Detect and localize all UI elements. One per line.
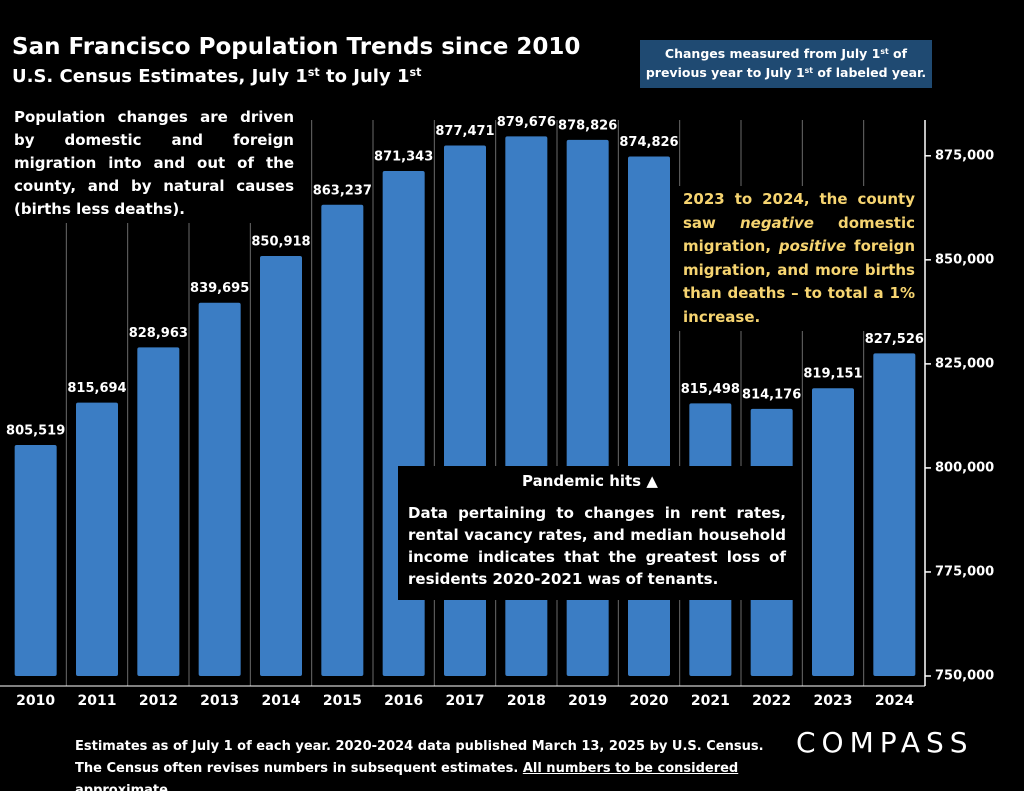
note-part: st (804, 65, 813, 75)
value-label: 815,694 (67, 381, 126, 396)
note-part: of labeled year. (813, 65, 927, 80)
x-tick-label: 2013 (200, 693, 239, 709)
note-part: negative (739, 213, 814, 232)
note-part: domestic migration, (683, 213, 915, 256)
note-part: 2023 to 2024, the county saw (683, 190, 915, 232)
value-label: 805,519 (6, 423, 65, 438)
note-part: Changes measured from July 1 (664, 46, 881, 61)
y-tick-label: 800,000 (935, 460, 994, 475)
note-part: positive (778, 237, 847, 255)
bar (14, 444, 57, 676)
value-label: 863,237 (313, 183, 372, 198)
footnote-part: . (167, 783, 173, 791)
subtitle-part: st (307, 65, 320, 79)
migration-note: 2023 to 2024, the county saw negative do… (676, 186, 922, 331)
x-tick-label: 2012 (139, 693, 178, 709)
x-tick-label: 2022 (752, 693, 791, 709)
chart-title: San Francisco Population Trends since 20… (12, 34, 581, 60)
y-tick-label: 825,000 (935, 356, 994, 371)
drivers-note: Population changes are driven by domesti… (8, 104, 300, 223)
x-tick-label: 2020 (630, 693, 669, 709)
footnote-part: Estimates as of July 1 of each year. 202… (75, 739, 764, 776)
x-tick-label: 2011 (78, 693, 117, 709)
value-label: 877,471 (435, 124, 494, 139)
value-label: 878,826 (558, 118, 617, 133)
bar (873, 353, 916, 676)
value-label: 874,826 (619, 135, 678, 150)
measure-note: Changes measured from July 1st of previo… (640, 40, 932, 88)
x-tick-label: 2021 (691, 693, 730, 709)
value-label: 828,963 (129, 326, 188, 341)
y-tick-label: 850,000 (935, 252, 994, 267)
bar (137, 347, 180, 676)
pandemic-box: Pandemic hits ▲ Data pertaining to chang… (398, 466, 796, 600)
x-tick-label: 2017 (446, 693, 485, 709)
x-tick-label: 2024 (875, 693, 914, 709)
y-tick-label: 775,000 (935, 564, 994, 579)
chart-subtitle: U.S. Census Estimates, July 1st to July … (12, 66, 421, 87)
bar (812, 388, 854, 676)
note-part: foreign migration, and more births than … (683, 237, 916, 326)
value-label: 850,918 (251, 235, 310, 250)
subtitle-part: U.S. Census Estimates, July 1 (12, 66, 308, 87)
y-tick-label: 875,000 (935, 148, 994, 163)
footnote-part: All numbers to be considered approximate (75, 761, 739, 791)
bar (76, 402, 118, 676)
note-part: of previous year to July 1 (645, 46, 908, 80)
bar (382, 171, 425, 677)
x-tick-label: 2019 (568, 693, 607, 709)
value-label: 819,151 (803, 367, 862, 382)
value-label: 879,676 (497, 115, 556, 130)
logo: COMPASS (796, 726, 974, 759)
pandemic-label: Pandemic hits ▲ (522, 472, 658, 490)
value-label: 827,526 (865, 332, 924, 347)
y-tick-label: 750,000 (935, 669, 994, 684)
bar (198, 302, 241, 676)
x-tick-label: 2010 (16, 693, 55, 709)
value-label: 839,695 (190, 281, 249, 296)
tenants-note: Data pertaining to changes in rent rates… (408, 504, 786, 588)
x-tick-label: 2018 (507, 693, 546, 709)
bar (321, 204, 364, 676)
bar (260, 256, 302, 676)
x-tick-label: 2016 (384, 693, 423, 709)
x-tick-label: 2014 (262, 693, 301, 709)
value-label: 871,343 (374, 150, 433, 165)
x-tick-label: 2023 (814, 693, 853, 709)
value-label: 814,176 (742, 387, 801, 402)
footnote: Estimates as of July 1 of each year. 202… (75, 736, 775, 791)
value-label: 815,498 (681, 382, 740, 397)
note-part: st (880, 46, 889, 56)
subtitle-part: st (409, 65, 422, 79)
subtitle-part: to July 1 (319, 66, 410, 87)
x-tick-label: 2015 (323, 693, 362, 709)
